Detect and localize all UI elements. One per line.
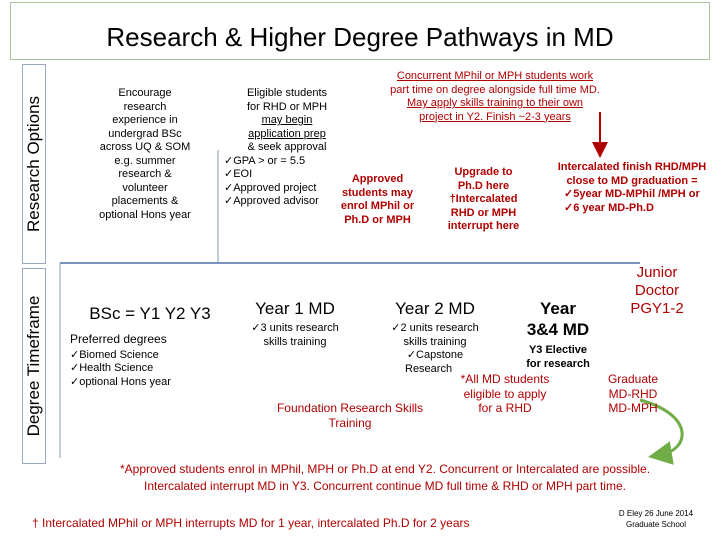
bsc-items: ✓Biomed Science ✓Health Science ✓optional…	[70, 348, 171, 388]
graduate-text: Graduate MD-RHD MD-MPH	[607, 372, 659, 415]
dagger-note: † Intercalated MPhil or MPH interrupts M…	[32, 516, 470, 530]
page-title: Research & Higher Degree Pathways in MD	[106, 22, 614, 52]
col1-text: Encourage research experience in undergrad…	[99, 87, 191, 221]
all-md-text: *All MD students eligible to apply for a …	[460, 372, 550, 415]
foundation-text: Foundation Research Skills Training	[276, 401, 424, 430]
year2-section: Year 2 MD ✓2 units research skills traini…	[375, 298, 495, 376]
approved-students-text: Approved students may enrol MPhil or Ph.D …	[340, 173, 415, 226]
year34-heading: Year 3&4 MD	[526, 299, 590, 339]
year2-heading: Year 2 MD	[395, 299, 475, 318]
credit-text: D Eley 26 June 2014 Graduate School	[618, 509, 694, 529]
concurrent-text: Concurrent MPhil or MPH students work pa…	[390, 70, 600, 123]
year34-section: Year 3&4 MD Y3 Elective for research	[508, 298, 608, 371]
col2-text: Eligible students for RHD or MPH may beg…	[224, 87, 328, 207]
junior-doctor-text: Junior Doctor PGY1-2	[630, 264, 684, 317]
title-frame	[10, 2, 710, 60]
bsc-preferred: Preferred degrees	[70, 332, 167, 346]
degree-timeframe-label-box: Degree Timeframe	[22, 268, 46, 464]
intercalated-finish-text: Intercalated finish RHD/MPH close to MD …	[557, 161, 707, 214]
year2-text: ✓2 units research skills training ✓Capsto…	[391, 322, 479, 375]
graduate-return-arrow	[639, 398, 684, 465]
research-options-label-box: Research Options	[22, 64, 46, 264]
year1-heading: Year 1 MD	[255, 299, 335, 318]
upgrade-text: Upgrade to Ph.D here †Intercalated RHD or …	[447, 166, 520, 232]
bsc-section: BSc = Y1 Y2 Y3 Preferred degrees ✓Biomed…	[70, 303, 220, 389]
year1-section: Year 1 MD ✓3 units research skills traini…	[235, 298, 355, 349]
year1-text: ✓3 units research skills training	[251, 322, 339, 348]
footnote-text: *Approved students enrol in MPhil, MPH o…	[119, 462, 651, 493]
year34-elective: Y3 Elective for research	[526, 344, 590, 370]
bsc-heading: BSc = Y1 Y2 Y3	[89, 304, 211, 323]
